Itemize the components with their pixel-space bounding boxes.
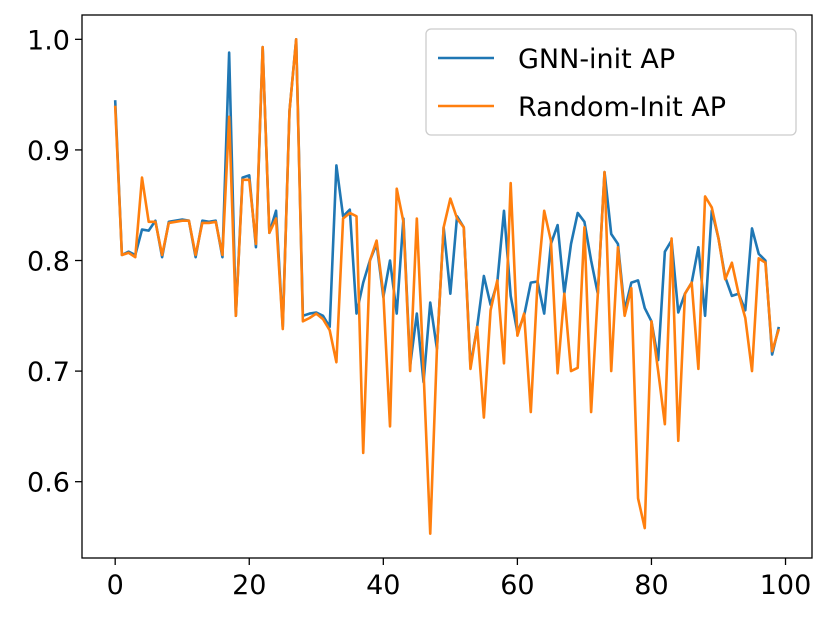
x-tick-label: 80 (634, 570, 668, 601)
y-tick-label: 1.0 (27, 25, 70, 56)
plot-frame (81, 14, 813, 559)
x-tick-label: 0 (107, 570, 124, 601)
x-tick-label: 100 (760, 570, 812, 601)
series-line (113, 38, 781, 535)
legend: GNN-init AP Random-Init AP (425, 28, 797, 136)
x-tick-label: 40 (366, 570, 400, 601)
y-tick-label: 0.6 (27, 468, 70, 499)
y-tick-label: 0.8 (27, 247, 70, 278)
x-tick-label: 60 (500, 570, 534, 601)
series-line (113, 38, 781, 384)
legend-label: GNN-init AP (518, 44, 675, 75)
legend-box (425, 28, 797, 136)
x-tick-label: 20 (232, 570, 266, 601)
y-tick-label: 0.9 (27, 136, 70, 167)
legend-label: Random-Init AP (518, 92, 726, 123)
y-tick-label: 0.7 (27, 357, 70, 388)
